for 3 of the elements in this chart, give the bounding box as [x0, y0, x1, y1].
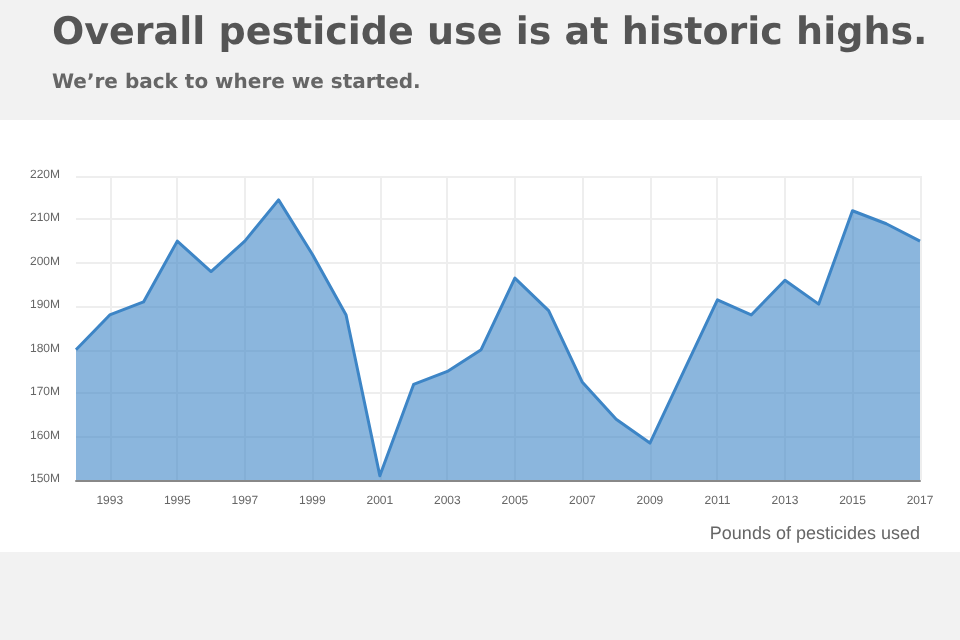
chart-subtitle: We’re back to where we started. — [52, 72, 421, 94]
chart-title: Overall pesticide use is at historic highs. — [52, 10, 928, 54]
x-axis-title: Pounds of pesticides used — [709, 523, 920, 543]
